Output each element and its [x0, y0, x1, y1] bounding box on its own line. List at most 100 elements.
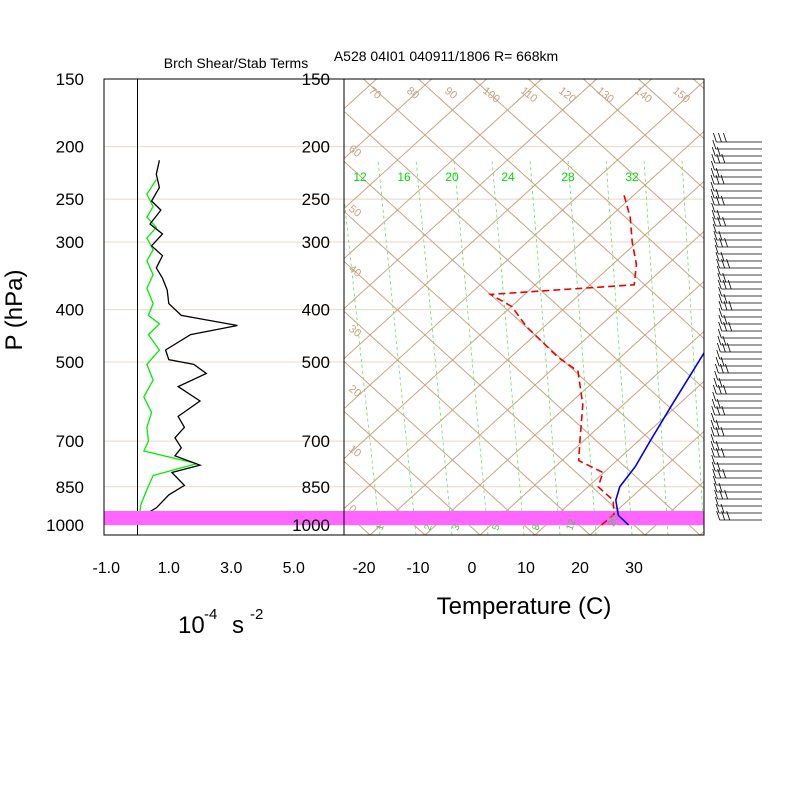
adiabat-label: 120 — [556, 85, 578, 106]
shear-term-curve — [137, 160, 238, 520]
adiabat-line — [473, 79, 704, 290]
adiabat-line — [583, 79, 704, 190]
wind-barb-feather — [714, 489, 719, 500]
mixing-ratio-bottom-label: 12 — [564, 517, 578, 532]
units-s: s — [232, 612, 244, 639]
wind-barb-feather — [714, 496, 719, 507]
units-exp2: -2 — [250, 606, 263, 623]
wind-barb-feather — [723, 321, 728, 332]
mixing-ratio-labels-bottom: 1 2 3 5 8 12 20 — [374, 513, 620, 532]
isotherm-line — [0, 79, 322, 535]
wind-barb-feather — [720, 426, 725, 437]
wind-barb-feather — [716, 405, 721, 416]
wind-barb-feather — [717, 335, 722, 346]
right-pressure-tick: 500 — [302, 353, 330, 372]
adiabat-label: 80 — [404, 85, 421, 102]
wind-barb-feather — [718, 321, 723, 332]
left-pressure-tick: 850 — [56, 478, 84, 497]
adiabat-label: 150 — [670, 85, 692, 106]
wind-barb-feather — [714, 237, 718, 248]
temperature-x-tick: 20 — [571, 560, 589, 577]
stability-term-curve — [138, 179, 198, 522]
right-pressure-tick: 150 — [302, 70, 330, 89]
wind-barb-feather — [726, 342, 731, 353]
wind-barb-feather — [717, 272, 722, 283]
right-pressure-axis: 150 200 250 300 400 500 700 850 1000 — [292, 70, 330, 535]
wind-barb-feather — [712, 475, 717, 486]
left-panel-title: Brch Shear/Stab Terms — [164, 55, 308, 71]
wind-barb-feather — [712, 468, 717, 479]
wind-barb-feather — [710, 433, 715, 444]
wind-barb-feather — [713, 482, 718, 493]
wind-barb-feather — [713, 377, 718, 388]
wind-barb-feather — [718, 300, 723, 311]
wind-barb-feather — [726, 258, 730, 269]
isotherm-line — [0, 79, 212, 535]
wind-barb-feather — [720, 447, 725, 458]
wind-barb-feather — [717, 468, 722, 479]
isotherm-line — [644, 480, 704, 535]
wind-barb-feather — [719, 489, 724, 500]
right-pressure-tick: 200 — [302, 138, 330, 157]
adiabat-label: 60 — [346, 143, 363, 160]
adiabat-label: 90 — [442, 85, 459, 102]
wind-barb-feather — [718, 307, 723, 318]
isotherm-line — [344, 130, 704, 460]
adiabat-line — [638, 79, 704, 140]
isotherm-line — [344, 79, 597, 310]
adiabat-label: 130 — [594, 85, 616, 106]
wind-barb-feather — [710, 426, 715, 437]
wind-barb-feather — [717, 279, 722, 290]
wind-barb-feather — [715, 356, 720, 367]
isotherm-line — [589, 430, 704, 535]
temperature-x-axis: -20 -10 0 10 20 30 — [352, 560, 643, 577]
left-pressure-tick: 250 — [56, 190, 84, 209]
isotherm-line — [344, 80, 704, 410]
wind-barb-feather — [722, 384, 727, 395]
left-pressure-tick: 400 — [56, 301, 84, 320]
wind-barb-feather — [721, 342, 726, 353]
wind-barb-feather — [714, 244, 719, 255]
adiabat-line — [344, 310, 591, 535]
wind-barb-feather — [717, 384, 722, 395]
temperature-x-tick: 30 — [625, 560, 643, 577]
mixing-ratio-line — [567, 159, 597, 535]
left-pressure-tick: 500 — [56, 353, 84, 372]
wind-barb-feather — [723, 314, 728, 325]
wind-barb-feather — [710, 419, 715, 430]
wind-barb-feather — [711, 461, 716, 472]
wind-barb-feather — [715, 195, 720, 206]
wind-barb-feather — [720, 195, 725, 206]
temperature-profile — [614, 351, 704, 526]
left-pressure-tick: 200 — [56, 138, 84, 157]
mixing-ratio-line — [491, 159, 525, 535]
wind-barb-feather — [711, 405, 716, 416]
wind-barb-feather — [718, 132, 722, 143]
adiabat-label: 140 — [632, 85, 654, 106]
mixing-ratio-line — [681, 159, 704, 535]
mixing-ratio-bottom-label: 2 — [422, 523, 434, 532]
wind-barb-feather — [710, 447, 715, 458]
wind-barb-feather — [716, 265, 721, 276]
wind-barb-feather — [711, 153, 716, 164]
mixing-ratio-top-label: 28 — [561, 170, 575, 184]
wind-barb-feather — [718, 482, 723, 493]
wind-barb-feather — [722, 335, 727, 346]
wind-barb-feather — [716, 398, 721, 409]
isotherm-line — [344, 180, 704, 510]
isotherm-line — [344, 79, 652, 360]
wind-barb-feather — [712, 384, 717, 395]
wind-barb-feather — [717, 328, 722, 339]
wind-barb-feather — [722, 279, 727, 290]
left-pressure-tick: 300 — [56, 233, 84, 252]
wind-barb-feather — [715, 440, 720, 451]
mixing-ratio-line — [529, 159, 561, 535]
adiabat-line — [528, 79, 704, 240]
wind-barb-feather — [728, 321, 733, 332]
wind-barb-feather — [720, 503, 725, 514]
wind-barb-feather — [712, 216, 717, 227]
isotherm-line — [344, 79, 542, 260]
wind-barb-feather — [712, 223, 717, 234]
wind-barb-feather — [715, 188, 720, 199]
